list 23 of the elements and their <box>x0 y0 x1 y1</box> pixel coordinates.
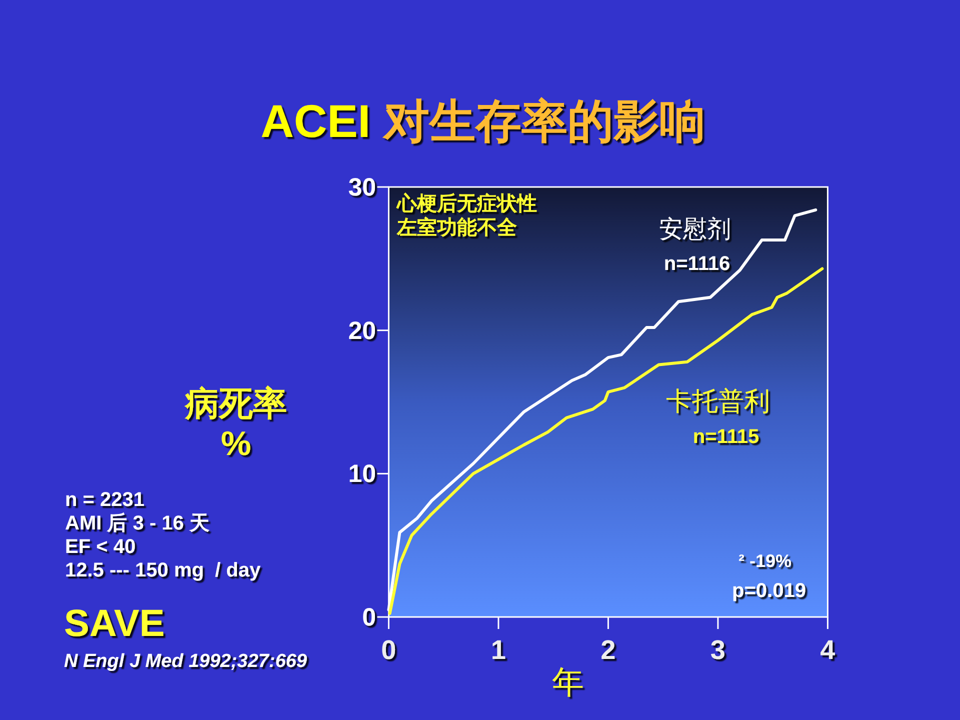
y-tick-label: 0 <box>362 604 376 632</box>
chart-title: ACEI 对生存率的影响 <box>260 95 706 147</box>
x-axis-title: 年 <box>552 664 584 700</box>
x-tick-label: 4 <box>820 635 836 665</box>
x-tick-label: 0 <box>381 635 396 665</box>
annotation: 左室功能不全 <box>396 216 518 239</box>
text: N Engl J Med 1992;327:669 <box>64 651 308 672</box>
y-tick-label: 10 <box>348 460 376 488</box>
y-tick-label: 20 <box>348 316 376 345</box>
annotation: n=1116 <box>664 253 730 275</box>
annotation: 心梗后无症状性 <box>396 192 537 215</box>
x-tick-label: 2 <box>600 635 616 665</box>
y-tick-label: 30 <box>348 174 376 202</box>
y-axis-title: 病死率 % <box>184 385 287 463</box>
annotation: ² -19% <box>738 551 792 571</box>
annotation: n=1115 <box>692 426 760 448</box>
text: SAVE <box>64 603 165 645</box>
annotation: p=0.019 <box>732 580 806 602</box>
x-tick-label: 1 <box>490 635 506 665</box>
series-label: 卡托普利 <box>666 386 770 416</box>
text: n = 2231 AMI 后 3 - 16 天 EF < 40 12.5 --- 150 mg / day <box>65 489 262 582</box>
series-label: 安慰剂 <box>659 216 731 243</box>
x-tick-label: 3 <box>710 635 726 665</box>
